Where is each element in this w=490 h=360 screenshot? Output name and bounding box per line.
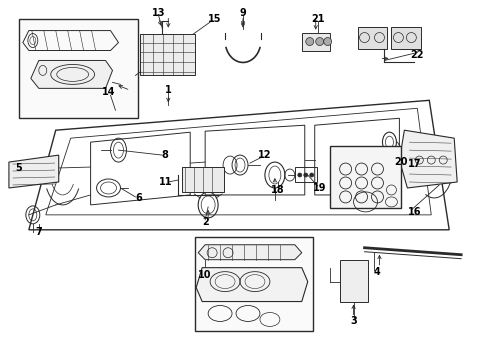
Text: 5: 5	[16, 163, 22, 173]
Polygon shape	[399, 130, 457, 188]
Text: 13: 13	[151, 8, 165, 18]
Bar	[141, 33, 195, 75]
Text: 3: 3	[350, 316, 357, 327]
Bar	[182, 167, 224, 192]
Ellipse shape	[316, 37, 324, 45]
Text: 9: 9	[240, 8, 246, 18]
Text: 22: 22	[411, 50, 424, 60]
Bar	[19, 19, 138, 118]
Ellipse shape	[324, 37, 332, 45]
Polygon shape	[31, 60, 113, 88]
Text: 8: 8	[162, 150, 169, 160]
Polygon shape	[196, 268, 308, 302]
Bar	[358, 27, 388, 49]
Text: 21: 21	[311, 14, 324, 24]
Ellipse shape	[306, 37, 314, 45]
Polygon shape	[198, 245, 302, 260]
Text: 12: 12	[258, 150, 271, 160]
Text: 19: 19	[313, 183, 326, 193]
Polygon shape	[9, 155, 59, 188]
Bar	[340, 260, 368, 302]
Bar	[295, 167, 317, 182]
Text: 20: 20	[394, 157, 408, 167]
Ellipse shape	[310, 173, 314, 177]
Text: 1: 1	[165, 85, 172, 95]
Ellipse shape	[298, 173, 302, 177]
Bar	[195, 237, 313, 332]
Bar	[302, 32, 330, 50]
Ellipse shape	[304, 173, 308, 177]
Text: 6: 6	[135, 193, 142, 203]
Text: 15: 15	[208, 14, 222, 24]
Text: 4: 4	[374, 267, 381, 276]
Text: 18: 18	[271, 185, 285, 195]
Text: 16: 16	[408, 207, 421, 217]
Bar	[392, 27, 421, 49]
Text: 2: 2	[202, 217, 209, 227]
Text: 10: 10	[198, 270, 212, 280]
Bar	[330, 146, 401, 208]
Text: 7: 7	[35, 227, 42, 237]
Text: 17: 17	[408, 159, 421, 169]
Text: 14: 14	[102, 87, 115, 97]
Text: 11: 11	[159, 177, 172, 187]
